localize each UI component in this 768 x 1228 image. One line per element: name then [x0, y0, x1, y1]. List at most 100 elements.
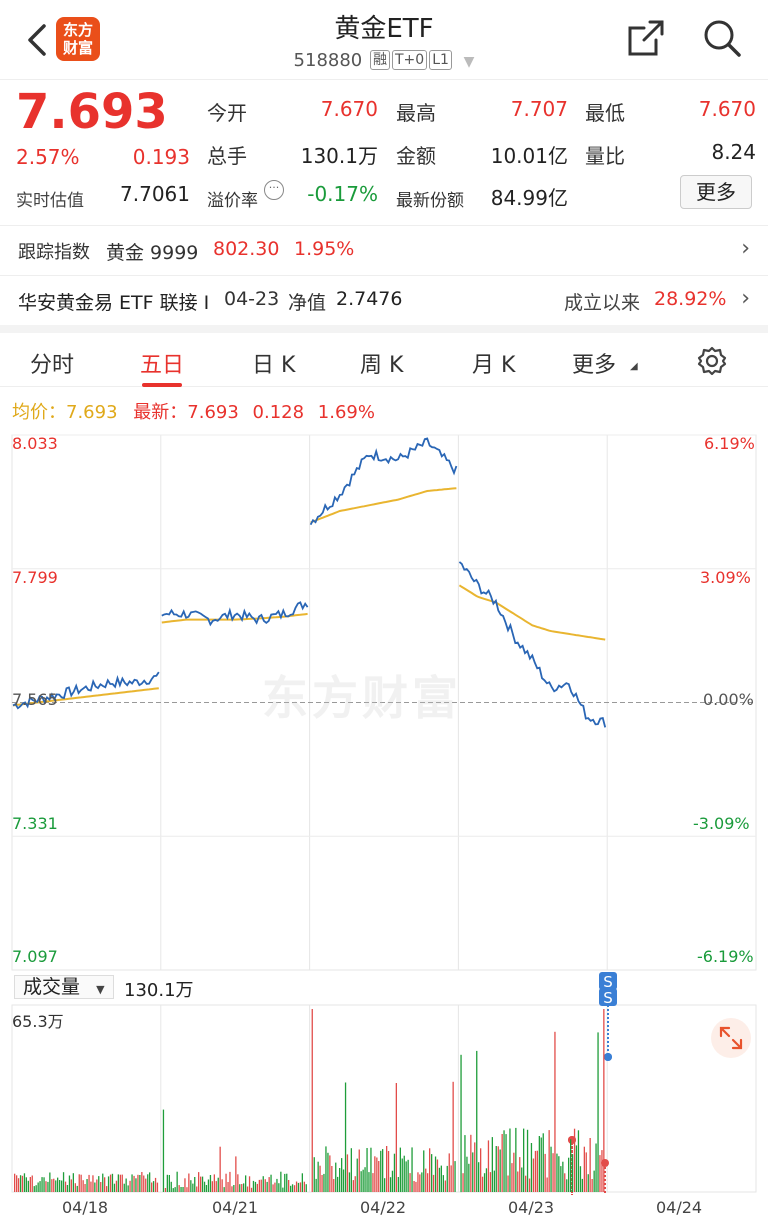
tab-weekly-k[interactable]: 周 K: [360, 353, 404, 378]
marker-label: S: [603, 989, 613, 1007]
volume-bar: [370, 1147, 372, 1192]
volume-bar: [331, 1166, 333, 1192]
volume-ratio-value: 8.24: [711, 140, 756, 164]
fund-name: 华安黄金易 ETF 联接 I: [18, 292, 210, 314]
volume-bar: [121, 1174, 123, 1192]
volume-bar: [333, 1179, 335, 1192]
volume-bar: [72, 1173, 74, 1192]
dropdown-caret-icon[interactable]: ▼: [463, 54, 475, 70]
tab-daily-k[interactable]: 日 K: [252, 353, 296, 378]
tab-five-day[interactable]: 五日: [140, 353, 185, 378]
volume-bar: [31, 1175, 33, 1192]
sell-marker: S: [599, 972, 617, 1061]
search-icon[interactable]: [702, 18, 742, 58]
volume-bar: [485, 1168, 488, 1192]
volume-bar: [203, 1181, 206, 1192]
volume-bar: [378, 1161, 380, 1192]
sell-marker: S: [599, 988, 617, 1061]
open-label: 今开: [207, 101, 247, 125]
volume-bar: [137, 1174, 139, 1192]
low-value: 7.670: [698, 97, 756, 121]
volume-bar: [43, 1177, 45, 1192]
volume-bar: [219, 1146, 221, 1192]
volume-bar: [350, 1148, 352, 1192]
settings-gear-icon[interactable]: [696, 345, 728, 377]
volume-bar: [280, 1171, 282, 1192]
five-day-price-chart[interactable]: SSBBB: [0, 425, 768, 1195]
volume-bar: [523, 1128, 525, 1192]
info-dots-icon[interactable]: ···: [264, 180, 284, 200]
change-percent: 2.57%: [16, 145, 80, 169]
marker-dot: [604, 1053, 612, 1061]
volume-bar: [184, 1178, 186, 1192]
volume-bar: [468, 1163, 470, 1192]
tab-more[interactable]: 更多: [572, 353, 617, 378]
buy-marker: B: [601, 1159, 609, 1195]
volume-bar: [62, 1172, 65, 1192]
volume-bar: [256, 1183, 258, 1192]
fund-link-row[interactable]: 华安黄金易 ETF 联接 I 04-23 净值 2.7476 成立以来 28.9…: [0, 275, 768, 323]
volume-bar: [599, 1155, 601, 1192]
volume-bar: [593, 1170, 595, 1192]
volume-bar: [474, 1142, 476, 1192]
volume-bar: [403, 1155, 405, 1192]
volume-bar: [575, 1145, 578, 1192]
volume-bar: [513, 1152, 515, 1192]
header-bar: 东方 财富 黄金ETF 518880 融 T+0 L1 ▼: [0, 0, 768, 80]
volume-bar: [462, 1173, 464, 1192]
volume-bar: [239, 1184, 241, 1192]
volume-bar: [413, 1181, 415, 1192]
volume-bar: [515, 1127, 517, 1192]
volume-bar: [264, 1179, 266, 1192]
volume-bar: [272, 1184, 274, 1192]
expand-fullscreen-icon[interactable]: [711, 1018, 751, 1058]
app-logo: 东方 财富: [56, 17, 100, 61]
volume-bar: [190, 1180, 192, 1192]
volume-bar: [127, 1185, 129, 1192]
volume-bar: [425, 1168, 427, 1192]
tracking-index-row[interactable]: 跟踪指数 黄金 9999 802.30 1.95% ›: [0, 225, 768, 275]
volume-bar: [21, 1175, 24, 1192]
volume-bar: [432, 1174, 435, 1192]
volume-bar: [164, 1188, 167, 1192]
volume-bar: [154, 1177, 157, 1192]
tab-monthly-k[interactable]: 月 K: [472, 353, 516, 378]
volume-indicator-select[interactable]: 成交量 ▼: [14, 975, 114, 999]
volume-bar: [341, 1158, 343, 1192]
volume-bar: [358, 1149, 360, 1192]
more-fields-button[interactable]: 更多: [680, 175, 752, 209]
volume-bar: [587, 1174, 589, 1192]
volume-bar: [354, 1176, 356, 1192]
volume-bar: [205, 1185, 208, 1192]
y-tick-label: 7.331: [12, 814, 58, 833]
volume-bar: [501, 1134, 503, 1192]
volume-bar: [35, 1185, 37, 1192]
volume-bar: [201, 1176, 204, 1192]
volume-bar: [532, 1158, 535, 1192]
volume-bar: [603, 1009, 605, 1192]
volume-bar: [90, 1181, 92, 1192]
tag-level: L1: [429, 50, 452, 70]
volume-bar: [568, 1157, 570, 1192]
volume-bar: [143, 1175, 145, 1192]
tab-more-caret-icon: ◢: [630, 361, 638, 372]
volume-bar: [438, 1167, 441, 1192]
volume-bars: [14, 1009, 605, 1193]
volume-bar: [315, 1178, 317, 1192]
volume-bar: [321, 1175, 323, 1192]
volume-bar: [536, 1150, 538, 1192]
y-tick-label: 7.799: [12, 568, 58, 587]
volume-bar: [107, 1176, 110, 1192]
volume-bar: [55, 1180, 57, 1192]
volume-bar: [585, 1152, 587, 1192]
volume-bar: [344, 1082, 347, 1192]
volume-bar: [237, 1174, 239, 1192]
latest-label: 最新：: [133, 402, 188, 423]
back-arrow-icon[interactable]: [22, 22, 52, 58]
volume-bar: [427, 1173, 429, 1192]
volume-bar: [41, 1177, 43, 1192]
share-icon[interactable]: [626, 18, 666, 58]
volume-bar: [19, 1175, 22, 1192]
tab-intraday[interactable]: 分时: [30, 353, 75, 378]
volume-bar: [389, 1177, 392, 1192]
